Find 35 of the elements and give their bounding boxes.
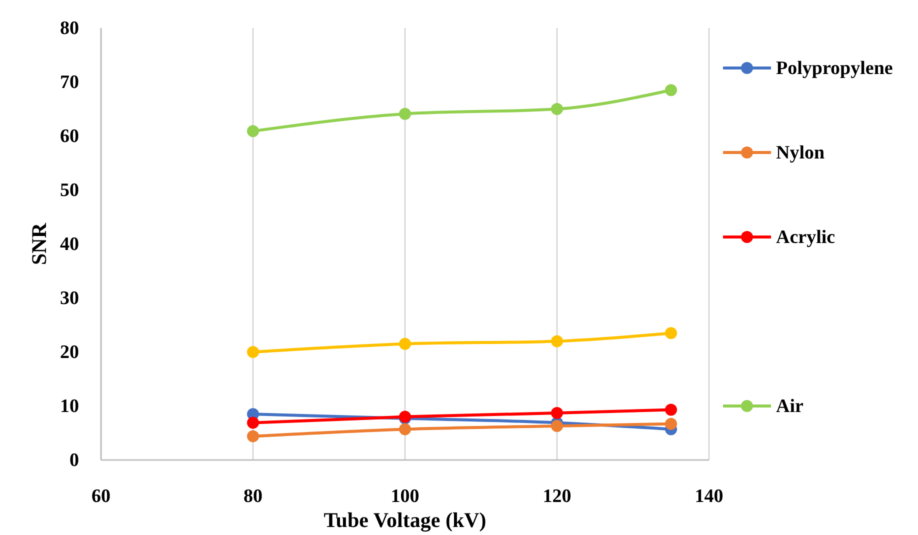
point xyxy=(399,338,411,350)
legend-label: Air xyxy=(776,396,804,417)
point xyxy=(247,125,259,138)
x-axis-title: Tube Voltage (kV) xyxy=(324,508,486,532)
y-tick-label: 60 xyxy=(60,126,79,147)
point xyxy=(551,335,563,348)
x-tick-label: 80 xyxy=(244,486,262,507)
point xyxy=(247,430,259,442)
point xyxy=(551,407,563,420)
y-tick-label: 0 xyxy=(70,450,79,471)
x-tick-label: 140 xyxy=(694,486,724,507)
point xyxy=(665,418,677,430)
x-tick-label: 120 xyxy=(542,486,572,507)
y-tick-label: 30 xyxy=(60,288,79,309)
point xyxy=(399,108,411,120)
point xyxy=(551,420,563,432)
point xyxy=(665,84,677,96)
y-tick-label: 20 xyxy=(60,342,79,363)
point xyxy=(551,103,563,115)
x-tick-label: 100 xyxy=(390,486,420,507)
y-tick-label: 70 xyxy=(60,72,79,93)
point xyxy=(665,404,677,416)
legend-label: Acrylic xyxy=(776,227,836,248)
point xyxy=(665,327,677,340)
y-axis-title: SNR xyxy=(27,222,51,266)
y-tick-label: 80 xyxy=(60,18,79,39)
point xyxy=(247,346,259,358)
point xyxy=(399,423,411,436)
legend-label: Polypropylene xyxy=(776,58,893,79)
y-tick-label: 50 xyxy=(60,180,79,201)
legend-label: Nylon xyxy=(776,142,825,164)
point xyxy=(247,416,259,429)
y-tick-label: 40 xyxy=(60,234,79,255)
x-tick-label: 60 xyxy=(92,486,110,507)
y-tick-label: 10 xyxy=(60,396,79,417)
